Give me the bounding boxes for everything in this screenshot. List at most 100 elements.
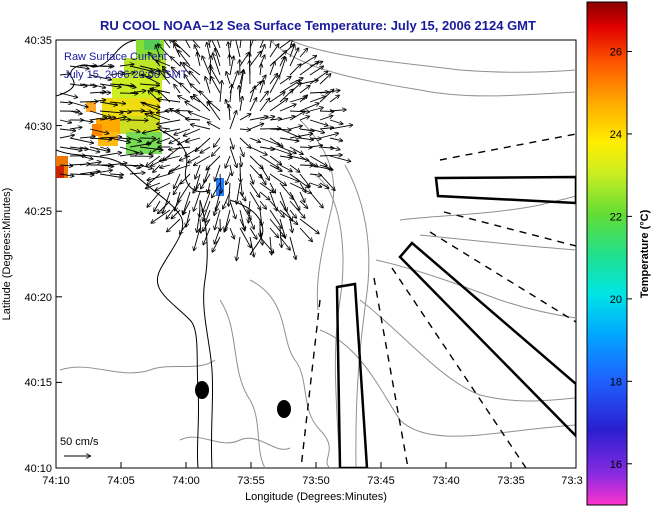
current-vector: [279, 156, 292, 158]
current-vector: [129, 143, 151, 148]
current-vector: [224, 218, 231, 232]
current-vector: [309, 138, 321, 139]
current-vector: [319, 155, 342, 156]
current-vector: [279, 191, 287, 211]
current-vector: [259, 164, 269, 180]
current-vector: [158, 128, 171, 129]
current-vector: [249, 218, 254, 229]
current-vector: [139, 164, 152, 169]
study-boxes: [335, 175, 576, 468]
current-vector: [259, 137, 280, 146]
colorbar-tick-label: 24: [610, 129, 622, 141]
current-vector: [99, 117, 115, 121]
study-box-south: [335, 282, 369, 468]
current-vector: [207, 43, 211, 58]
current-vector: [236, 236, 241, 260]
x-axis: 74:10 74:05 74:00 73:55 73:50 73:45 73:4…: [42, 462, 583, 503]
current-vector: [129, 128, 140, 132]
current-vector: [174, 85, 181, 94]
current-vector: [145, 114, 161, 121]
current-vector: [269, 92, 285, 103]
current-vector: [180, 155, 191, 161]
current-vector: [214, 137, 221, 147]
current-vector: [299, 116, 309, 121]
current-vector: [99, 83, 121, 87]
current-vector: [207, 102, 221, 121]
current-vector: [194, 155, 211, 166]
current-vector: [269, 227, 278, 237]
current-vector: [99, 165, 114, 167]
current-vector: [249, 117, 268, 121]
current-vector: [319, 173, 335, 190]
current-vector: [157, 119, 181, 124]
current-vector: [185, 40, 191, 49]
current-vector: [89, 138, 111, 140]
current-vector: [329, 95, 339, 103]
current-vector: [160, 71, 171, 85]
current-vector: [59, 129, 75, 131]
current-vector: [169, 137, 181, 143]
current-vector: [299, 155, 318, 167]
current-vector: [190, 84, 201, 94]
colorbar-tick-label: 20: [610, 294, 622, 306]
current-vector: [205, 77, 211, 94]
current-vector: [129, 137, 141, 141]
current-vector: [329, 147, 340, 150]
current-vector: [59, 135, 74, 139]
current-vector: [249, 164, 262, 178]
current-vector: [171, 57, 181, 67]
current-vector: [289, 191, 300, 210]
current-vector: [173, 40, 191, 58]
study-box-east: [434, 175, 576, 205]
current-vector: [239, 129, 250, 130]
current-vector: [129, 173, 145, 174]
current-vector: [69, 101, 88, 107]
current-vector: [299, 200, 308, 208]
current-vector: [319, 147, 334, 148]
current-vector: [309, 72, 328, 85]
current-vector: [279, 116, 295, 121]
current-vector: [239, 137, 251, 148]
current-vector: [269, 44, 279, 58]
current-vector: [119, 138, 131, 139]
current-vector: [269, 146, 291, 155]
current-vector: [189, 71, 201, 85]
current-vector: [212, 182, 221, 198]
current-vector: [59, 102, 72, 103]
current-vector: [166, 200, 181, 219]
current-vector: [201, 173, 211, 189]
current-vector: [203, 227, 211, 245]
current-vector: [89, 110, 111, 117]
current-vector: [176, 110, 191, 111]
current-vector: [89, 83, 105, 88]
current-vector: [169, 146, 191, 150]
current-vector: [259, 91, 268, 103]
current-vector: [225, 209, 231, 230]
current-vector: [147, 173, 171, 180]
current-vector: [289, 236, 296, 259]
current-vector: [319, 133, 338, 139]
current-vector: [279, 236, 290, 250]
current-vector: [239, 173, 242, 196]
colorbar-label: Temperature (°C): [639, 209, 651, 298]
current-vector: [196, 137, 211, 151]
current-vector: [129, 91, 146, 93]
current-vector: [212, 146, 221, 156]
current-vector: [79, 146, 100, 152]
current-vector: [216, 40, 221, 49]
legend-line-2: July 15, 2006 20:00 GMT: [64, 69, 188, 81]
current-vector: [213, 53, 221, 76]
current-vector: [269, 209, 282, 228]
y-tick-label: 40:35: [24, 35, 52, 47]
current-vector: [193, 182, 201, 193]
current-vector: [59, 119, 71, 123]
current-vector: [194, 191, 201, 211]
current-vector: [69, 84, 87, 86]
colorbar-tick-label: 22: [610, 211, 622, 223]
current-vector: [99, 111, 123, 113]
current-vector: [279, 173, 299, 182]
current-vector: [109, 102, 125, 104]
current-vector: [329, 155, 351, 161]
colorbar: 26 24 22 20 18 16 Temperature (°C): [586, 1, 651, 506]
current-vector: [229, 227, 234, 239]
